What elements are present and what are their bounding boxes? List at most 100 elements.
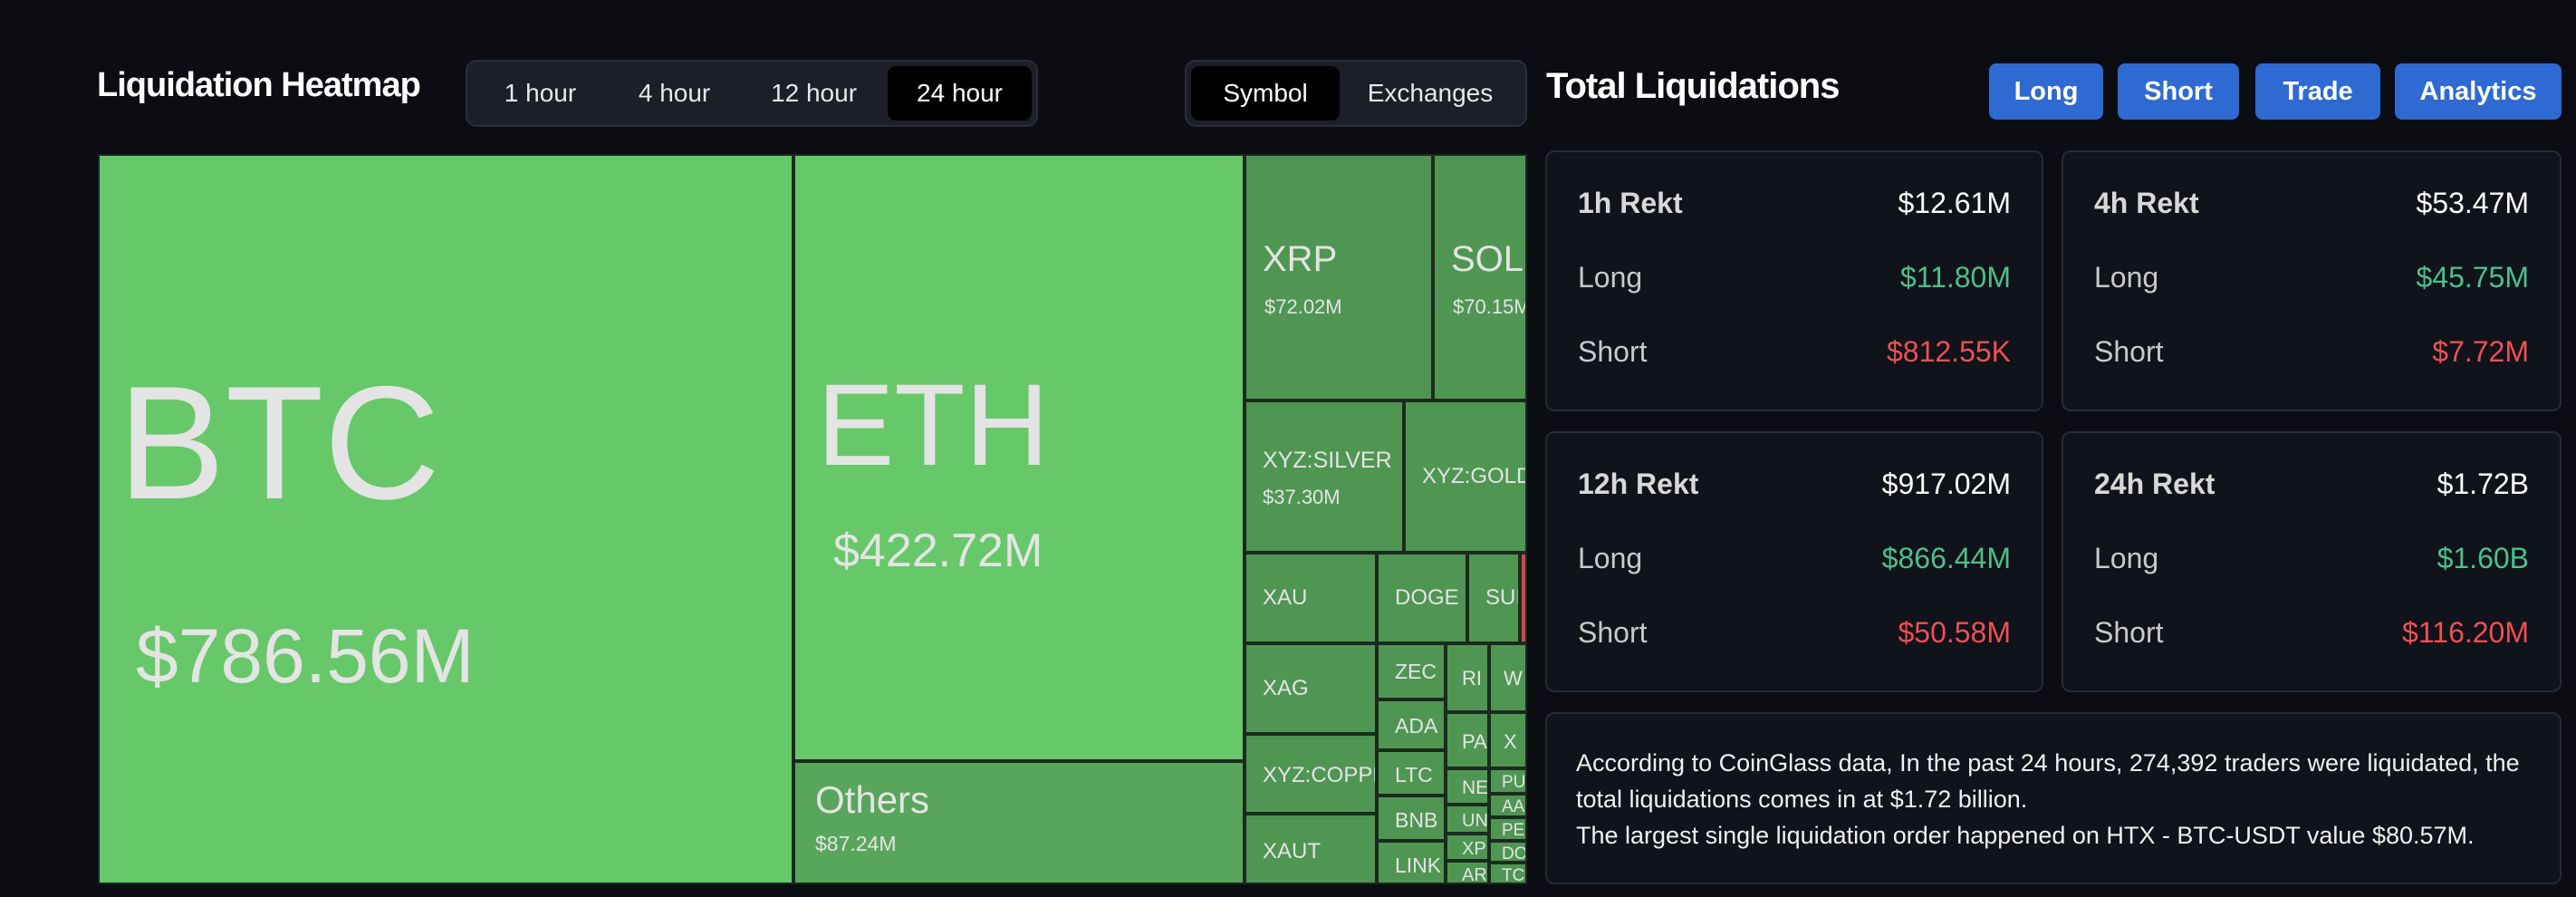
long-label: Long	[1578, 542, 1643, 574]
tile-xyz-gold[interactable]: XYZ:GOLD	[1404, 400, 1527, 553]
tile-ne[interactable]: NE	[1446, 768, 1489, 805]
long-label: Long	[2094, 542, 2159, 574]
tile-doge[interactable]: DOGE	[1377, 553, 1467, 643]
tile-symbol: ETH	[817, 361, 1049, 490]
tile-eth[interactable]: ETH $422.72M	[793, 154, 1245, 761]
period-label: 4h Rekt	[2094, 187, 2199, 219]
tile-symbol: NE	[1462, 777, 1489, 798]
long-label: Long	[1578, 261, 1643, 294]
summary-largest-order: The largest single liquidation order hap…	[1576, 822, 2475, 849]
tile-do[interactable]: DO	[1489, 841, 1527, 863]
tile-xag[interactable]: XAG	[1245, 643, 1377, 734]
tile-symbol: AR	[1462, 865, 1487, 884]
tile-symbol: XAU	[1263, 585, 1308, 610]
analytics-button[interactable]: Analytics	[2395, 63, 2562, 120]
short-button[interactable]: Short	[2118, 63, 2239, 120]
tile-ltc[interactable]: LTC	[1377, 750, 1446, 796]
period-label: 1h Rekt	[1578, 187, 1683, 219]
tile-xau[interactable]: XAU	[1245, 553, 1377, 643]
tile-ada[interactable]: ADA	[1377, 699, 1446, 750]
stats-card-1h: 1h Rekt $12.61M Long $11.80M Short $812.…	[1545, 150, 2043, 411]
stats-card-4h: 4h Rekt $53.47M Long $45.75M Short $7.72…	[2062, 150, 2562, 411]
tile-symbol: ZEC	[1395, 660, 1437, 683]
short-value: $116.20M	[2402, 616, 2529, 649]
long-button[interactable]: Long	[1989, 63, 2103, 120]
tile-ri[interactable]: RI	[1446, 643, 1489, 712]
short-value: $7.72M	[2432, 335, 2529, 368]
tile-xp[interactable]: XP	[1446, 834, 1489, 861]
summary-text: According to CoinGlass data, In the past…	[1576, 749, 2520, 813]
long-value: $45.75M	[2416, 261, 2529, 294]
tile-un[interactable]: UN	[1446, 805, 1489, 834]
tile-symbol: UN	[1462, 811, 1488, 831]
stats-card-24h: 24h Rekt $1.72B Long $1.60B Short $116.2…	[2062, 431, 2562, 692]
tile-symbol: BNB	[1395, 808, 1438, 832]
tile-others[interactable]: Others $87.24M	[793, 761, 1245, 884]
period-label: 12h Rekt	[1578, 468, 1699, 500]
tile-symbol: DO	[1502, 844, 1527, 863]
tile-symbol: XAG	[1263, 676, 1309, 700]
tab-4-hour[interactable]: 4 hour	[638, 79, 711, 107]
tile-aa[interactable]: AA	[1489, 794, 1527, 817]
short-label: Short	[1578, 616, 1648, 649]
tile-value: $70.15M	[1453, 295, 1527, 318]
tab-exchanges[interactable]: Exchanges	[1367, 79, 1494, 107]
tile-symbol: PU	[1502, 773, 1526, 792]
tile-xyz-silver[interactable]: XYZ:SILVER $37.30M	[1245, 400, 1404, 553]
short-label: Short	[2094, 616, 2164, 649]
tile-pu[interactable]: PU	[1489, 768, 1527, 794]
tile-value: $37.30M	[1263, 486, 1341, 508]
tile-tc[interactable]: TC	[1489, 863, 1527, 884]
tile-xyz-copper[interactable]: XYZ:COPPER	[1245, 734, 1377, 814]
tile-symbol: LINK	[1395, 854, 1442, 877]
tile-symbol: XYZ:GOLD	[1422, 464, 1527, 488]
period-total: $1.72B	[2437, 468, 2529, 500]
tile-symbol: XYZ:SILVER	[1263, 448, 1392, 473]
short-value: $812.55K	[1886, 335, 2011, 368]
short-label: Short	[2094, 335, 2164, 368]
tile-x[interactable]: X	[1489, 712, 1527, 768]
tile-symbol: DOGE	[1395, 585, 1459, 610]
tile-sol[interactable]: SOL $70.15M	[1433, 154, 1527, 400]
tile-sui[interactable]: SUI	[1467, 553, 1520, 643]
tile-symbol: PA	[1462, 730, 1487, 753]
tile-symbol: SUI	[1485, 585, 1520, 610]
short-label: Short	[1578, 335, 1648, 368]
tile-symbol: W	[1504, 667, 1523, 690]
tile-pa[interactable]: PA	[1446, 712, 1489, 768]
tile-symbol: BTC	[118, 352, 440, 533]
tile-symbol: RI	[1462, 667, 1482, 690]
short-value: $50.58M	[1898, 616, 2011, 649]
tab-1-hour[interactable]: 1 hour	[504, 79, 577, 107]
tile-zec[interactable]: ZEC	[1377, 643, 1446, 699]
time-range-selector: 1 hour 4 hour 12 hour 24 hour	[466, 60, 1038, 127]
tile-btc[interactable]: BTC $786.56M	[98, 154, 793, 884]
trade-button[interactable]: Trade	[2255, 63, 2380, 120]
long-value: $1.60B	[2437, 542, 2529, 574]
tile-bnb[interactable]: BNB	[1377, 796, 1446, 841]
tile-value: $72.02M	[1264, 295, 1342, 318]
tile-value: $422.72M	[833, 525, 1043, 577]
tile-xaut[interactable]: XAUT	[1245, 814, 1377, 884]
period-label: 24h Rekt	[2094, 468, 2216, 500]
tile-symbol: XRP	[1263, 239, 1338, 279]
tile-w[interactable]: W	[1489, 643, 1527, 712]
tile-symbol: SOL	[1451, 239, 1524, 279]
tile-xrp[interactable]: XRP $72.02M	[1245, 154, 1433, 400]
tab-12-hour[interactable]: 12 hour	[771, 79, 858, 107]
tab-24-hour[interactable]: 24 hour	[888, 66, 1032, 121]
tile-symbol: ADA	[1395, 714, 1438, 738]
tile-symbol: Others	[815, 778, 930, 821]
view-mode-selector: Symbol Exchanges	[1185, 60, 1527, 127]
tile-pe[interactable]: PE	[1489, 817, 1527, 841]
tab-symbol[interactable]: Symbol	[1191, 66, 1340, 121]
tile-negative-small[interactable]	[1520, 553, 1527, 643]
total-liquidations-title: Total Liquidations	[1546, 66, 1840, 106]
period-total: $12.61M	[1898, 187, 2011, 219]
liquidation-treemap: BTC $786.56M ETH $422.72M Others $87.24M…	[98, 154, 1527, 884]
tile-ar[interactable]: AR	[1446, 861, 1489, 884]
long-value: $866.44M	[1881, 542, 2011, 574]
tile-symbol: LTC	[1395, 763, 1433, 786]
tile-link[interactable]: LINK	[1377, 841, 1446, 884]
period-total: $53.47M	[2416, 187, 2529, 219]
